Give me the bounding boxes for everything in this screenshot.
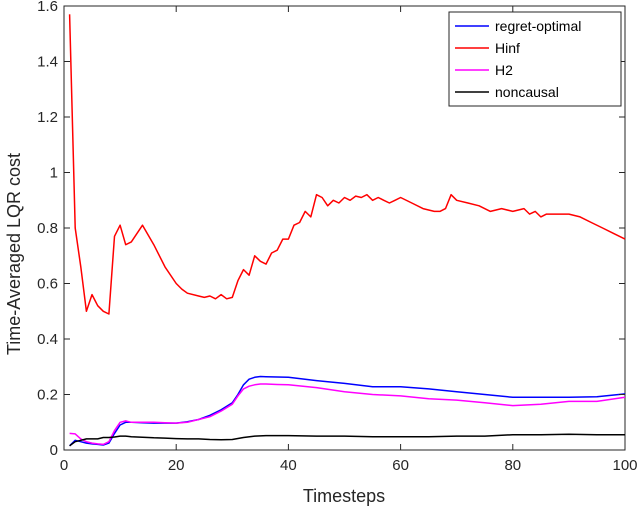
x-tick-label: 40 <box>280 457 297 474</box>
legend: regret-optimal Hinf H2 noncausal <box>448 11 622 107</box>
y-tick-label: 0.8 <box>37 220 58 237</box>
x-tick-label: 80 <box>504 457 521 474</box>
y-tick-label: 1 <box>50 165 58 182</box>
y-axis-ticks: 0 0.2 0.4 0.6 0.8 1 1.2 1.4 1.6 <box>37 0 625 459</box>
y-tick-label: 0.6 <box>37 276 58 293</box>
y-tick-label: 1.2 <box>37 109 58 126</box>
x-tick-label: 0 <box>60 457 68 474</box>
x-tick-label: 20 <box>168 457 185 474</box>
legend-label: Hinf <box>495 40 520 56</box>
series-line-hinf <box>68 14 626 315</box>
legend-label: H2 <box>495 62 513 78</box>
x-tick-label: 60 <box>392 457 409 474</box>
series-line-noncausal <box>69 433 625 447</box>
y-tick-label: 0 <box>50 442 58 459</box>
series-line-h2 <box>69 383 626 446</box>
y-tick-label: 1.6 <box>37 0 58 15</box>
x-axis-ticks: 0 20 40 60 80 100 <box>60 6 638 474</box>
y-axis-label: Time-Averaged LQR cost <box>4 153 24 355</box>
y-tick-label: 0.2 <box>37 387 58 404</box>
series-layer <box>68 14 626 447</box>
x-axis-label: Timesteps <box>303 486 385 506</box>
legend-label: regret-optimal <box>495 18 581 34</box>
y-tick-label: 0.4 <box>37 331 58 348</box>
series-line-regret-optimal <box>69 375 626 447</box>
legend-label: noncausal <box>495 84 559 100</box>
y-tick-label: 1.4 <box>37 54 58 71</box>
legend-box <box>448 11 622 107</box>
x-tick-label: 100 <box>612 457 637 474</box>
